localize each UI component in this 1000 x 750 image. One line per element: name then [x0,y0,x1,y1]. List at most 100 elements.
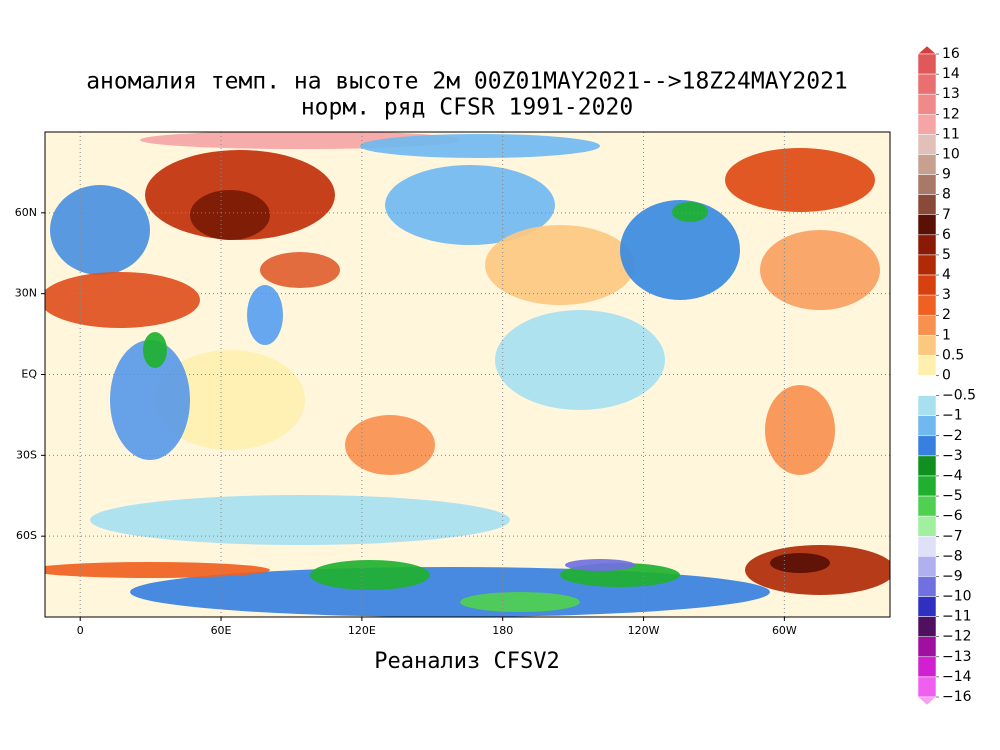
y-tick-label: 60S [16,529,37,542]
anomaly-region [620,200,740,300]
colorbar-box [917,294,937,316]
colorbar-end [917,45,937,55]
colorbar-box [917,616,937,637]
colorbar-label: 4 [942,267,951,283]
colorbar-box [917,556,937,577]
colorbar-box [917,536,937,557]
colorbar-end [917,696,937,706]
x-tick-label: 120E [348,624,376,637]
anomaly-region [495,310,665,410]
anomaly-region [485,225,635,305]
anomaly-region [565,559,635,571]
colorbar-label: −12 [942,629,972,645]
anomaly-region [310,560,430,590]
anomaly-region [360,134,600,158]
colorbar-box [917,134,937,155]
colorbar-label: −5 [942,488,963,504]
anomaly-region [260,252,340,288]
colorbar-label: 7 [942,207,951,223]
colorbar-label: 12 [942,106,960,122]
anomaly-region [90,495,510,545]
y-tick-label: 30N [15,287,37,300]
anomaly-region [760,230,880,310]
anomaly-region [50,185,150,275]
colorbar-box [917,214,937,236]
colorbar-box [917,234,937,256]
colorbar-box [917,274,937,296]
anomaly-region [765,385,835,475]
colorbar-label: −0.5 [942,388,976,404]
title-line-1: аномалия темп. на высоте 2м 00Z01MAY2021… [86,69,848,95]
colorbar-box [917,375,937,396]
title-line-2: норм. ряд CFSR 1991-2020 [301,95,633,121]
colorbar-label: 0.5 [942,347,964,363]
anomaly-region [155,350,305,450]
colorbar-box [917,174,937,195]
x-tick-label: 120W [628,624,660,637]
anomaly-region [770,553,830,573]
colorbar-box [917,435,937,457]
colorbar-label: −11 [942,609,972,625]
colorbar-box [917,93,937,115]
colorbar-label: 2 [942,307,951,323]
colorbar-label: −6 [942,508,963,524]
colorbar-label: −4 [942,468,963,484]
x-tick-label: 60W [772,624,797,637]
colorbar-label: −1 [942,408,963,424]
colorbar-box [917,455,937,477]
anomaly-region [345,415,435,475]
anomaly-region [460,592,580,612]
anomaly-region [385,165,555,245]
colorbar-label: 9 [942,167,951,183]
colorbar-box [917,395,937,416]
anomaly-region [247,285,283,345]
colorbar-box [917,656,937,678]
colorbar-box [917,576,937,597]
anomaly-region [110,340,190,460]
colorbar-box [917,254,937,276]
colorbar-label: 14 [942,66,960,82]
colorbar-box [917,114,937,135]
colorbar-label: 5 [942,247,951,263]
anomaly-region [45,562,270,578]
anomaly-region [45,272,200,328]
colorbar-box [917,515,937,537]
x-tick-label: 60E [211,624,232,637]
colorbar-box [917,495,937,517]
colorbar-label: −2 [942,428,963,444]
colorbar-box [917,73,937,95]
colorbar-box [917,314,937,336]
colorbar-label: −3 [942,448,963,464]
x-tick-label: 0 [77,624,84,637]
colorbar-box [917,676,937,698]
y-tick-label: EQ [21,368,37,381]
anomaly-region [672,202,708,222]
x-tick-label: 180 [492,624,513,637]
anomaly-region [143,332,167,368]
y-tick-label: 30S [16,448,37,461]
colorbar-label: 6 [942,227,951,243]
colorbar-label: 0 [942,368,951,384]
colorbar-label: 13 [942,86,960,102]
colorbar-label: 3 [942,287,951,303]
colorbar-box [917,636,937,658]
colorbar-label: −10 [942,589,972,605]
colorbar-box [917,53,937,75]
colorbar-label: −14 [942,669,972,685]
colorbar-box [917,335,937,356]
colorbar-label: −13 [942,649,972,665]
colorbar-box [917,475,937,497]
colorbar-label: −8 [942,548,963,564]
colorbar-label: 11 [942,126,960,142]
colorbar-label: 16 [942,46,960,62]
colorbar-label: 8 [942,187,951,203]
y-tick-label: 60N [15,206,37,219]
colorbar-label: 1 [942,327,951,343]
colorbar-label: −16 [942,689,972,705]
colorbar-box [917,154,937,175]
colorbar-label: −9 [942,568,963,584]
colorbar-label: −7 [942,528,963,544]
colorbar-box [917,415,937,437]
x-label: Реанализ CFSV2 [374,649,559,674]
